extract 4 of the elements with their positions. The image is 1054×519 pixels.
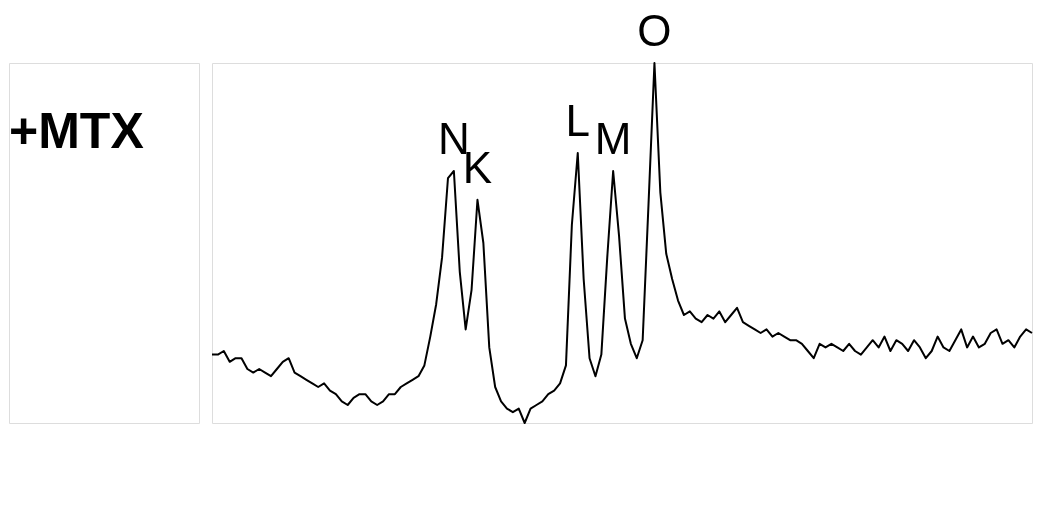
annotation: M: [594, 114, 632, 163]
text: +MTX: [9, 103, 144, 159]
text: O: [637, 6, 672, 55]
annotation: L: [565, 96, 590, 145]
